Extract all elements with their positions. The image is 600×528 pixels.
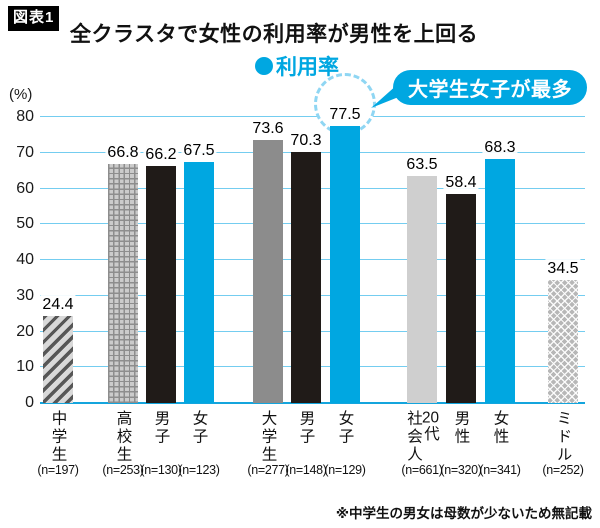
sample-size-label: (n=197): [37, 463, 79, 477]
bar: [548, 279, 578, 403]
sample-size-label: (n=661): [401, 463, 443, 477]
bar-value-label: 63.5: [404, 154, 440, 175]
sample-size-label: (n=148): [285, 463, 327, 477]
callout-bubble: 大学生女子が最多: [393, 70, 587, 105]
gridline: [40, 402, 585, 404]
x-axis-label: 女子: [336, 410, 354, 446]
y-axis-tick-label: 0: [25, 394, 34, 411]
y-axis-tick-label: 10: [16, 358, 34, 376]
bar: [446, 194, 476, 403]
bar-value-label: 77.5: [327, 104, 363, 125]
sample-size-label: (n=320): [440, 463, 482, 477]
y-axis-tick-label: 70: [16, 143, 34, 161]
bar-value-label: 34.5: [545, 258, 581, 278]
bar-value-label: 70.3: [288, 130, 324, 150]
x-axis-label: 男性: [452, 410, 470, 446]
footnote: ※中学生の男女は母数が少ないため無記載: [335, 506, 592, 521]
bar: [253, 139, 283, 403]
bar-value-label: 73.6: [250, 118, 286, 139]
y-axis-unit-label: (%): [9, 86, 33, 103]
bar: [485, 158, 515, 403]
x-axis-label: 女子: [190, 410, 208, 446]
y-axis-tick-label: 50: [16, 215, 34, 233]
bar-value-label: 68.3: [482, 137, 518, 157]
x-axis-label: 男子: [297, 410, 315, 446]
gridline: [40, 116, 585, 117]
x-axis-label: 大学生: [259, 410, 277, 464]
figure-number-badge: 図表1: [8, 6, 60, 31]
sample-size-label: (n=123): [178, 463, 220, 477]
bar-value-label: 66.2: [143, 145, 179, 165]
legend: 利用率: [255, 51, 339, 81]
x-axis-label: 高校生: [114, 410, 132, 464]
bar: [43, 315, 73, 403]
sample-size-label: (n=277): [247, 463, 289, 477]
y-axis-tick-label: 30: [16, 286, 34, 304]
bar-value-label: 24.4: [40, 294, 76, 314]
bar-value-label: 58.4: [443, 173, 479, 193]
legend-label: 利用率: [276, 56, 339, 79]
sample-size-label: (n=129): [324, 463, 366, 477]
bar: [407, 175, 437, 403]
bar-value-label: 66.8: [105, 143, 141, 163]
x-axis-label: 女性: [491, 410, 509, 446]
y-axis-tick-label: 80: [16, 108, 34, 125]
x-axis-label: ミドル: [554, 410, 572, 464]
legend-dot-icon: [255, 57, 273, 75]
bar: [146, 166, 176, 403]
bar-value-label: 67.5: [181, 140, 217, 160]
bar: [330, 125, 360, 403]
sample-size-label: (n=252): [542, 463, 584, 477]
bar: [291, 151, 321, 403]
sample-size-label: (n=130): [140, 463, 182, 477]
y-axis-tick-label: 40: [16, 251, 34, 268]
page-title: 全クラスタで女性の利用率が男性を上回る: [70, 23, 479, 47]
x-axis-label: 男子: [152, 410, 170, 446]
sample-size-label: (n=341): [479, 463, 521, 477]
bar: [108, 164, 138, 403]
bar: [184, 161, 214, 403]
y-axis-tick-label: 60: [16, 179, 34, 197]
x-axis-label: 中学生: [49, 410, 67, 464]
x-axis-label: 20代 社会人: [405, 410, 440, 464]
y-axis-tick-label: 20: [16, 322, 34, 340]
sample-size-label: (n=253): [102, 463, 144, 477]
